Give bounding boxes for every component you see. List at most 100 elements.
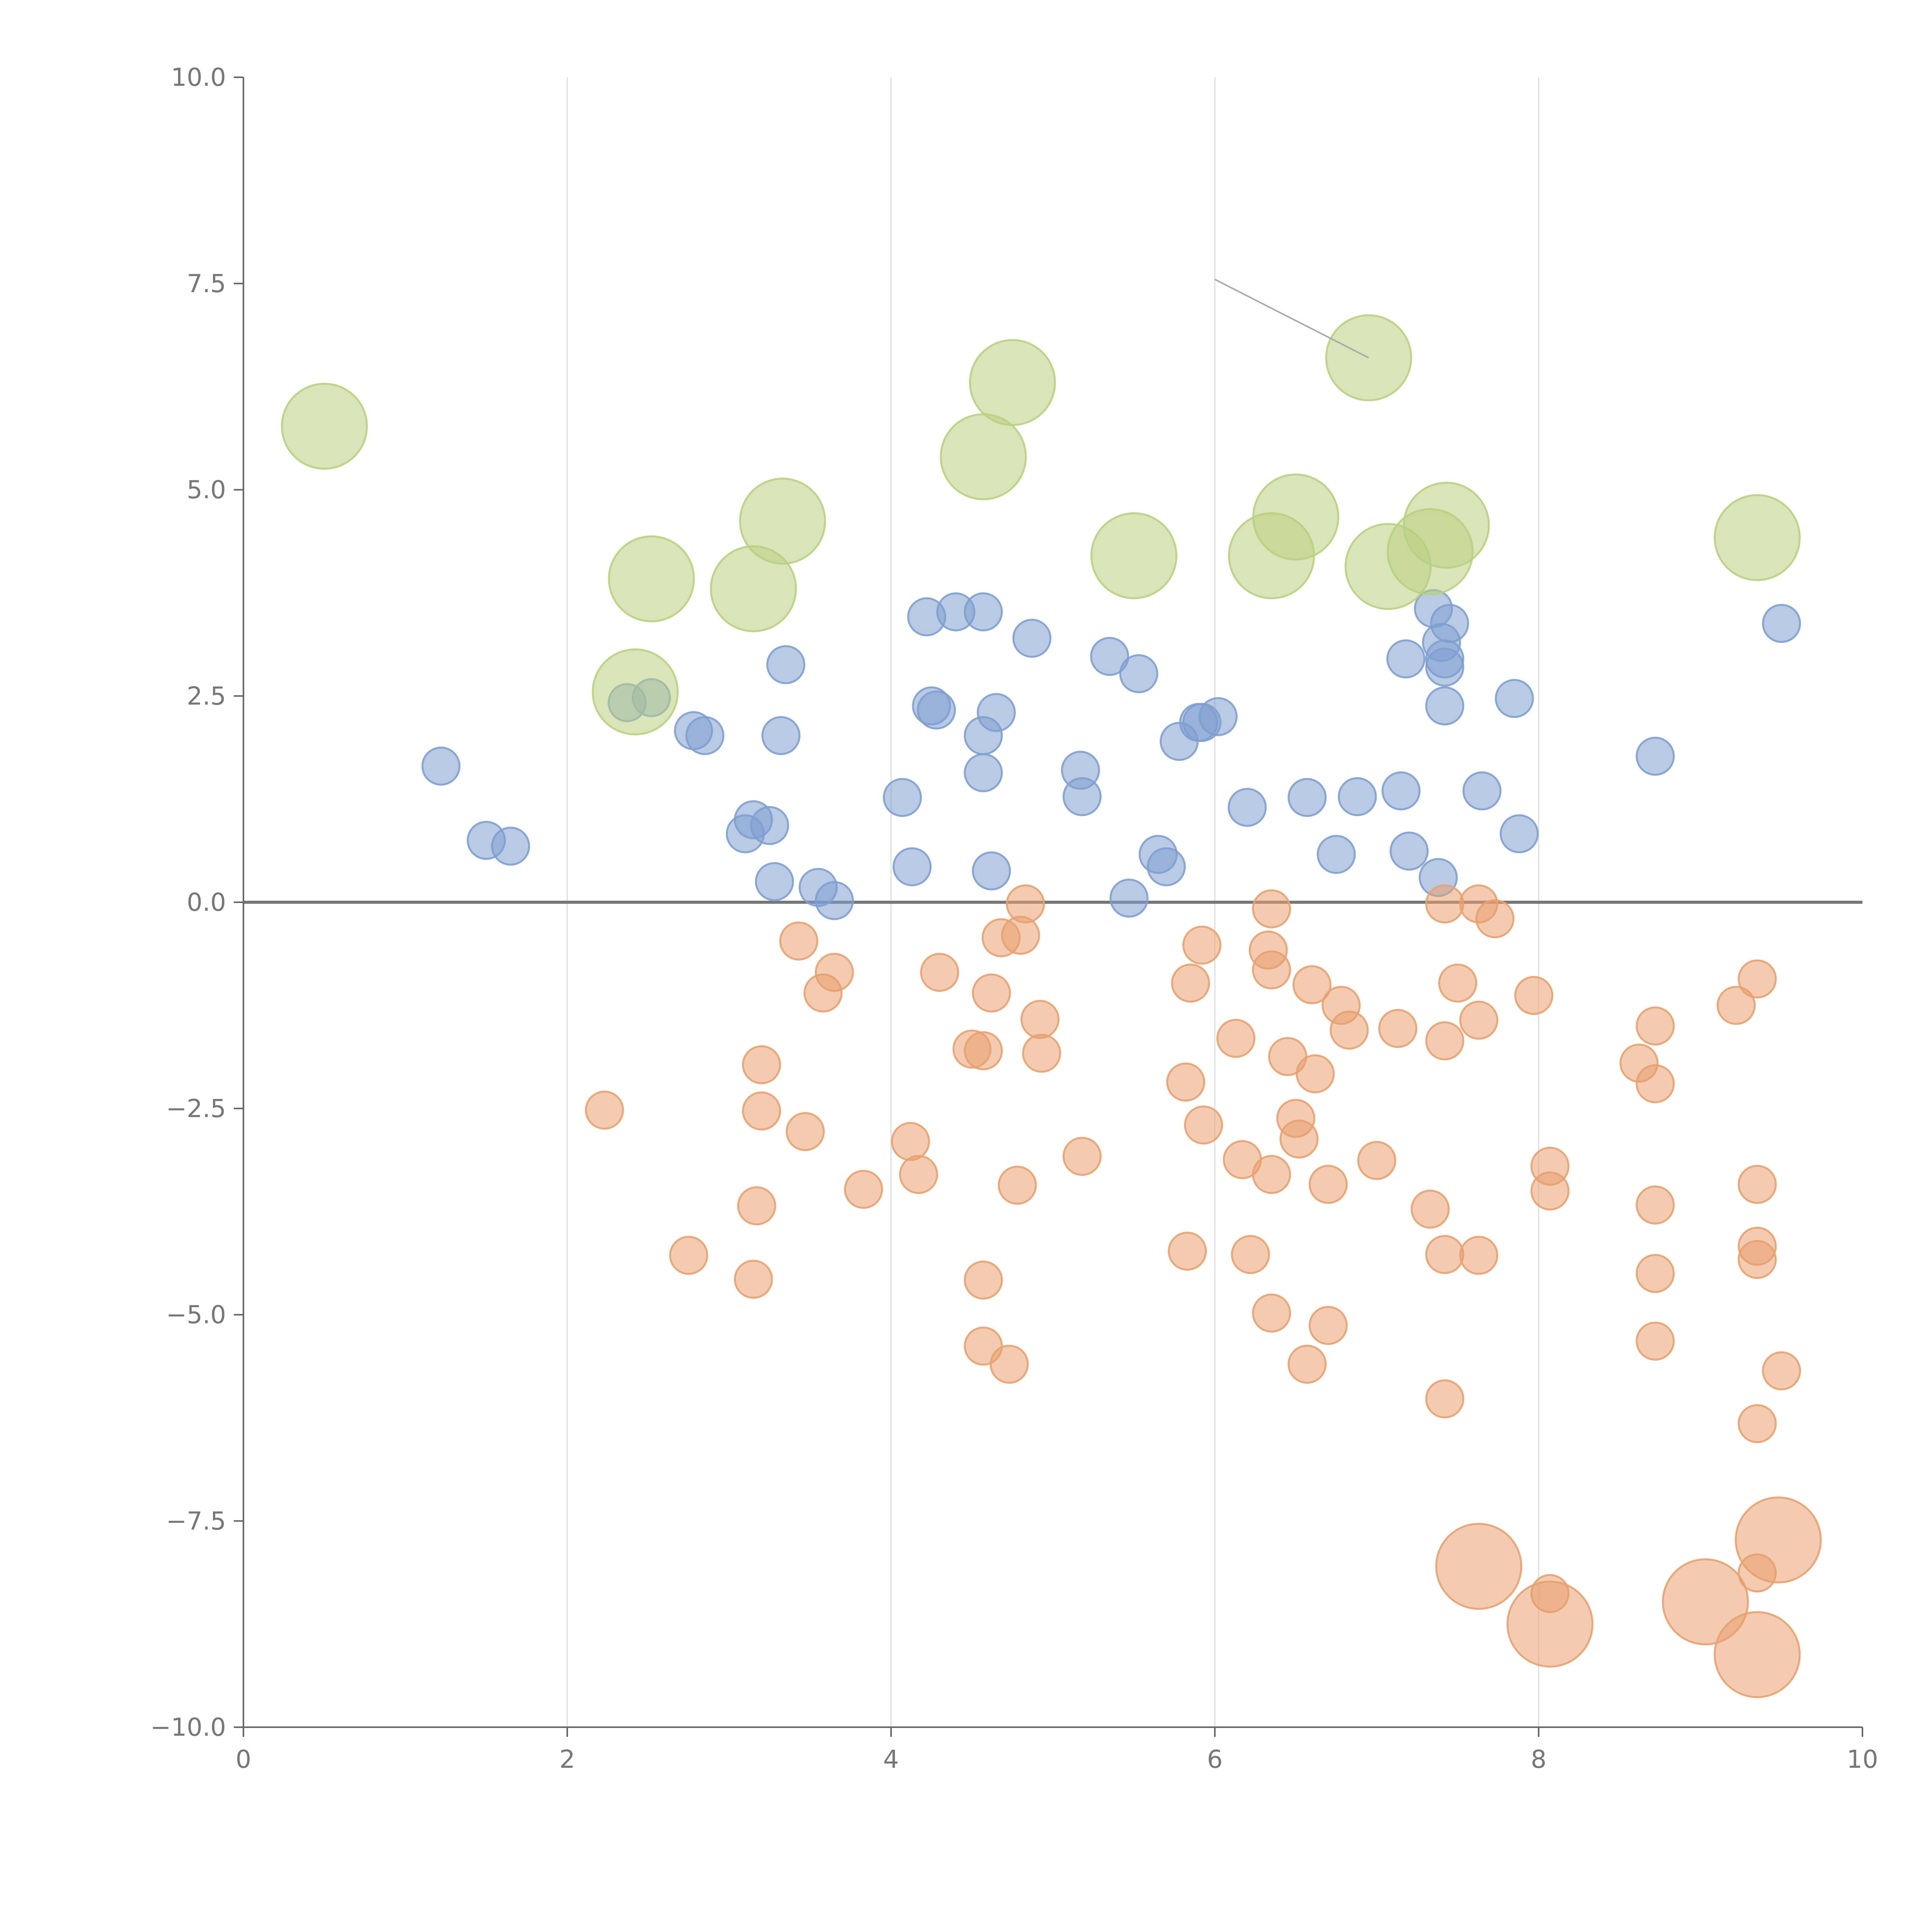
point-orange	[1022, 1034, 1061, 1073]
point-orange-large	[1506, 1580, 1594, 1668]
point-blue	[1198, 697, 1238, 736]
point-orange	[1006, 884, 1045, 923]
point-orange	[964, 1031, 1003, 1070]
point-orange	[1308, 1165, 1348, 1204]
point-orange	[972, 973, 1011, 1013]
point-blue	[421, 747, 461, 786]
point-orange	[1231, 1235, 1270, 1274]
point-orange	[899, 1155, 938, 1194]
point-orange	[1738, 1165, 1777, 1204]
point-orange	[1530, 1171, 1570, 1211]
point-blue	[1389, 832, 1429, 871]
point-blue	[1062, 777, 1102, 816]
point-orange	[1475, 899, 1515, 939]
point-blue	[491, 827, 530, 866]
point-blue	[1146, 847, 1186, 886]
x-tick-label: 8	[1531, 1745, 1547, 1774]
point-orange	[1738, 959, 1777, 999]
point-orange	[742, 1091, 781, 1131]
point-blue	[1228, 787, 1267, 827]
point-blue	[761, 716, 801, 755]
point-orange	[737, 1186, 776, 1226]
point-orange	[1738, 1404, 1777, 1443]
point-orange	[1166, 1062, 1206, 1102]
point-orange	[1296, 1054, 1335, 1094]
point-orange	[779, 921, 818, 961]
point-blue	[964, 753, 1003, 793]
point-blue	[1287, 778, 1327, 817]
point-orange	[734, 1260, 773, 1299]
point-blue	[1119, 654, 1158, 694]
data-points	[281, 314, 1822, 1698]
point-blue	[1316, 835, 1356, 874]
point-green	[608, 535, 695, 622]
point-blue	[1109, 878, 1149, 918]
point-orange	[815, 952, 854, 992]
point-orange	[1252, 1155, 1291, 1194]
point-blue	[1090, 637, 1129, 676]
point-green	[969, 339, 1056, 426]
point-green	[739, 478, 826, 565]
point-green	[592, 648, 679, 736]
point-orange	[1252, 1293, 1291, 1333]
point-orange	[1425, 1021, 1464, 1061]
point-orange	[844, 1170, 883, 1209]
point-orange	[1738, 1240, 1777, 1279]
point-orange	[1216, 1019, 1255, 1058]
y-tick-label: 2.5	[187, 682, 226, 711]
axes: 0 2 4 6 8 10 10.0 7.5 5.0 2.5 0.0 −2.5 −5.0 −7.5 −10.0	[150, 63, 1878, 1774]
y-tick-label: 5.0	[187, 476, 226, 505]
point-blue	[1495, 679, 1534, 718]
point-orange	[1425, 1235, 1464, 1274]
point-blue	[1430, 604, 1469, 643]
point-orange	[1252, 889, 1291, 929]
point-blue	[1425, 648, 1464, 687]
y-tick-label: −7.5	[166, 1507, 226, 1536]
x-tick-label: 10	[1847, 1745, 1878, 1774]
point-orange	[1062, 1137, 1102, 1176]
point-orange	[1171, 963, 1210, 1003]
point-green	[281, 383, 368, 470]
point-blue	[917, 690, 956, 730]
x-tick-label: 0	[236, 1745, 252, 1774]
point-blue	[1386, 639, 1425, 679]
point-green	[1714, 494, 1801, 581]
point-orange	[1308, 1306, 1348, 1345]
point-orange	[1252, 950, 1291, 990]
point-blue	[815, 881, 854, 920]
point-blue	[1425, 686, 1464, 726]
point-orange	[1330, 1010, 1369, 1050]
annotation-leader	[1214, 279, 1369, 359]
point-green	[940, 413, 1027, 500]
point-orange	[1184, 1105, 1223, 1145]
y-tick-label: −2.5	[166, 1095, 226, 1123]
point-blue	[1762, 604, 1801, 643]
point-blue	[766, 645, 806, 684]
point-blue	[685, 716, 724, 755]
point-orange	[1636, 1185, 1675, 1225]
point-orange	[1425, 1379, 1464, 1418]
x-tick-label: 2	[560, 1745, 575, 1774]
point-blue	[972, 851, 1011, 891]
point-blue	[1500, 814, 1539, 854]
point-blue	[976, 693, 1016, 732]
point-blue	[883, 778, 922, 817]
point-blue	[1462, 771, 1502, 811]
point-orange	[1459, 1236, 1498, 1275]
point-orange	[786, 1112, 825, 1151]
point-orange	[1762, 1351, 1801, 1391]
point-orange	[920, 952, 959, 992]
point-orange	[1292, 965, 1332, 1004]
point-orange	[1182, 925, 1221, 965]
point-orange	[964, 1260, 1003, 1300]
point-orange	[990, 1345, 1029, 1384]
y-tick-label: 0.0	[187, 888, 226, 917]
y-tick-label: −10.0	[150, 1713, 226, 1742]
point-orange	[1459, 1000, 1498, 1040]
point-blue	[1338, 777, 1377, 816]
point-orange	[1279, 1119, 1319, 1159]
point-orange	[1410, 1189, 1450, 1229]
point-orange-large	[1435, 1523, 1522, 1610]
point-orange	[1514, 976, 1553, 1015]
x-tick-label: 6	[1207, 1745, 1223, 1774]
